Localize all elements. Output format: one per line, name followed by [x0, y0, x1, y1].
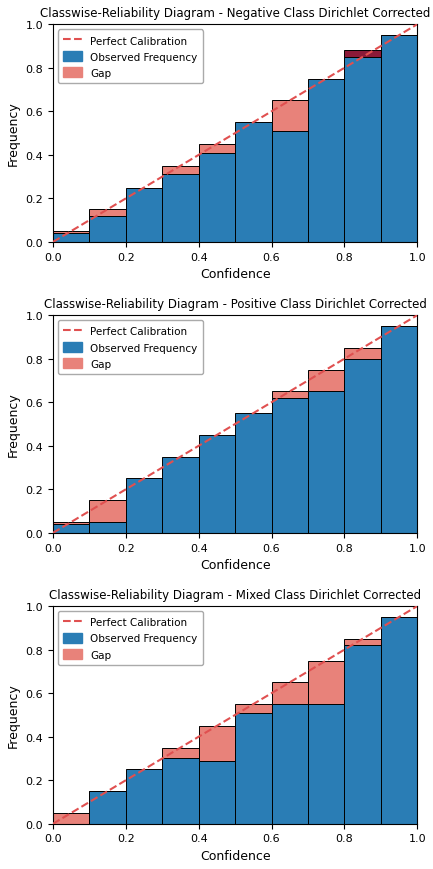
- Y-axis label: Frequency: Frequency: [7, 392, 20, 457]
- Bar: [126, 769, 162, 824]
- Bar: [381, 617, 417, 824]
- Bar: [308, 660, 344, 704]
- Bar: [344, 348, 381, 359]
- Bar: [199, 435, 235, 534]
- Title: Classwise-Reliability Diagram - Positive Class Dirichlet Corrected: Classwise-Reliability Diagram - Positive…: [44, 297, 427, 310]
- Bar: [344, 51, 381, 58]
- Bar: [126, 479, 162, 534]
- Title: Classwise-Reliability Diagram - Negative Class Dirichlet Corrected: Classwise-Reliability Diagram - Negative…: [40, 7, 430, 20]
- Bar: [89, 210, 126, 216]
- Legend: Perfect Calibration, Observed Frequency, Gap: Perfect Calibration, Observed Frequency,…: [58, 321, 203, 375]
- Bar: [235, 713, 271, 824]
- Bar: [308, 392, 344, 534]
- Bar: [162, 457, 199, 534]
- Bar: [53, 232, 89, 234]
- Bar: [162, 167, 199, 176]
- Title: Classwise-Reliability Diagram - Mixed Class Dirichlet Corrected: Classwise-Reliability Diagram - Mixed Cl…: [49, 588, 421, 601]
- Bar: [89, 522, 126, 534]
- Bar: [271, 102, 308, 132]
- Legend: Perfect Calibration, Observed Frequency, Gap: Perfect Calibration, Observed Frequency,…: [58, 30, 203, 83]
- Bar: [89, 216, 126, 242]
- Bar: [308, 370, 344, 392]
- Bar: [162, 176, 199, 242]
- Bar: [271, 704, 308, 824]
- Bar: [344, 359, 381, 534]
- Bar: [235, 123, 271, 242]
- Bar: [199, 726, 235, 760]
- Bar: [344, 639, 381, 646]
- Bar: [381, 36, 417, 242]
- Bar: [235, 704, 271, 713]
- Bar: [271, 399, 308, 534]
- Bar: [53, 813, 89, 824]
- X-axis label: Confidence: Confidence: [200, 268, 271, 281]
- Bar: [162, 747, 199, 759]
- Bar: [89, 501, 126, 522]
- Legend: Perfect Calibration, Observed Frequency, Gap: Perfect Calibration, Observed Frequency,…: [58, 612, 203, 665]
- Bar: [235, 414, 271, 534]
- Bar: [199, 760, 235, 824]
- Bar: [271, 392, 308, 399]
- Bar: [271, 132, 308, 242]
- Bar: [199, 154, 235, 242]
- Y-axis label: Frequency: Frequency: [7, 683, 20, 747]
- Bar: [126, 189, 162, 242]
- Y-axis label: Frequency: Frequency: [7, 102, 20, 166]
- X-axis label: Confidence: Confidence: [200, 849, 271, 862]
- Bar: [162, 759, 199, 824]
- Bar: [53, 522, 89, 525]
- X-axis label: Confidence: Confidence: [200, 559, 271, 572]
- Bar: [271, 682, 308, 704]
- Bar: [53, 525, 89, 534]
- Bar: [381, 327, 417, 534]
- Bar: [308, 704, 344, 824]
- Bar: [344, 58, 381, 242]
- Bar: [199, 145, 235, 154]
- Bar: [344, 646, 381, 824]
- Bar: [308, 80, 344, 242]
- Bar: [53, 234, 89, 242]
- Bar: [89, 791, 126, 824]
